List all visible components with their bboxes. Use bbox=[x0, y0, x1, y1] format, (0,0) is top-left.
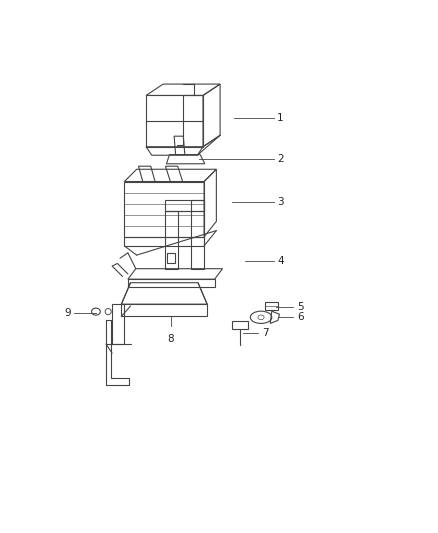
Text: 6: 6 bbox=[297, 312, 304, 322]
Text: 8: 8 bbox=[167, 334, 174, 343]
Text: 2: 2 bbox=[277, 154, 284, 164]
Text: 3: 3 bbox=[277, 197, 284, 207]
Text: 5: 5 bbox=[297, 302, 304, 312]
Text: 9: 9 bbox=[64, 309, 71, 318]
Text: 1: 1 bbox=[277, 112, 284, 123]
Text: 4: 4 bbox=[277, 256, 284, 266]
Text: 7: 7 bbox=[262, 328, 268, 338]
